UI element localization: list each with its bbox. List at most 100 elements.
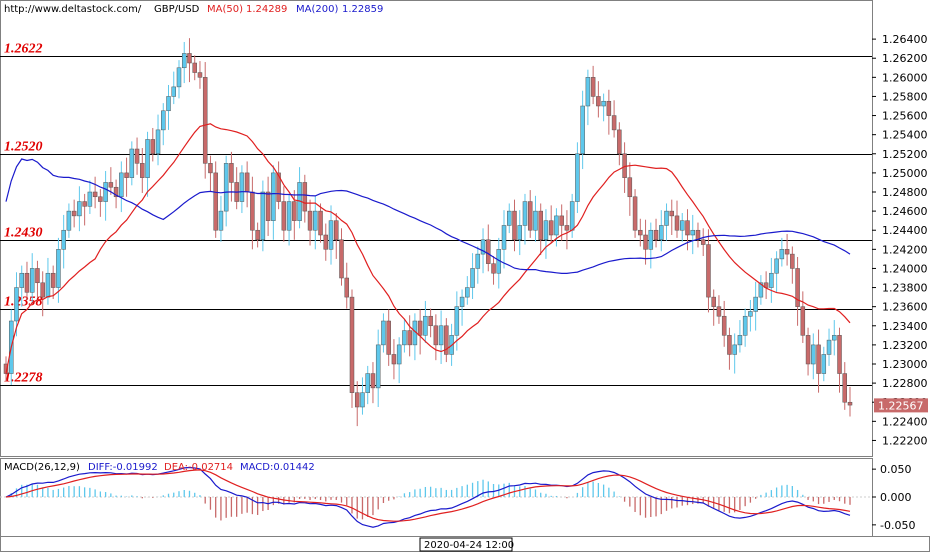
candle-body (679, 220, 685, 231)
candle-body (559, 215, 564, 226)
candle-body (774, 258, 779, 274)
candle-body (480, 239, 486, 255)
candle-body (103, 182, 108, 202)
candle-body (14, 287, 19, 322)
price-tick-label: 1.26400 (882, 33, 928, 46)
candle-body (465, 287, 470, 298)
candle-body (590, 77, 596, 97)
candle-body (98, 196, 103, 202)
candle-body (402, 330, 407, 346)
macd-axis: 0.050 0.000 -0.050 (872, 463, 915, 532)
candle-body (386, 320, 391, 355)
candle-body (360, 392, 365, 408)
candle-body (548, 220, 554, 236)
candle-body (611, 115, 617, 131)
candle-body (45, 272, 51, 298)
last-price-badge (874, 398, 928, 413)
price-tick-label: 1.25000 (882, 167, 928, 180)
price-panel-border (0, 0, 873, 457)
candle-body (475, 253, 481, 269)
candle-body (77, 201, 82, 217)
candle-body (638, 229, 643, 236)
candle-body (239, 172, 245, 202)
source-url: http://www.deltastock.com/ (4, 4, 142, 15)
ma200-label: MA(200) (296, 4, 339, 15)
candle-body (784, 249, 790, 255)
candle-body (721, 315, 727, 336)
candle-body (339, 239, 344, 279)
candle-body (700, 239, 706, 245)
candle-body (391, 354, 397, 365)
macd-value: MACD:0.01442 (240, 462, 315, 473)
candle-body (564, 225, 570, 231)
price-tick-label: 1.26000 (882, 71, 928, 84)
candle-body (24, 272, 30, 293)
support-resistance-levels: 1.2622 1.2520 1.2430 1.2358 1.2278 (0, 42, 872, 386)
macd-tick-label: 0.000 (880, 491, 912, 504)
candle-body (292, 201, 297, 221)
candle-body (627, 177, 633, 198)
candle-body (176, 67, 182, 88)
candle-body (512, 210, 517, 241)
candle-body (328, 220, 334, 250)
ma200-line (5, 158, 851, 274)
candle-body (181, 53, 187, 69)
symbol-label: GBP/USD (154, 4, 200, 15)
candle-body (664, 210, 669, 226)
price-tick-label: 1.22400 (882, 415, 928, 428)
price-tick-label: 1.23400 (882, 320, 928, 333)
candle-body (281, 201, 287, 231)
candle-body (119, 172, 124, 198)
candle-body (742, 315, 748, 336)
candle-body (134, 148, 140, 164)
candle-body (826, 339, 832, 355)
price-tick-label: 1.25400 (882, 129, 928, 142)
candle-body (737, 335, 743, 346)
time-axis: 2020-04-24 12:00 (419, 537, 514, 552)
candle-body (669, 210, 675, 217)
price-tick-label: 1.23800 (882, 282, 928, 295)
candle-body (223, 163, 229, 212)
candle-body (71, 210, 77, 217)
macd-diff: DIFF:-0.01992 (88, 462, 158, 473)
candle-body (706, 244, 711, 298)
candle-body (229, 163, 234, 183)
level-label: 1.2622 (4, 42, 43, 57)
candle-body (265, 191, 271, 221)
candle-body (428, 315, 433, 327)
candle-body (276, 172, 281, 202)
candle-body (82, 201, 87, 207)
candle-body (569, 201, 575, 231)
candle-body (711, 296, 716, 307)
candle-body (538, 210, 543, 241)
candle-body (381, 320, 386, 346)
candle-body (423, 315, 428, 336)
candle-body (61, 229, 66, 250)
last-price-label: 1.22567 (878, 399, 924, 412)
price-tick-label: 1.25800 (882, 90, 928, 103)
macd-dea-line (5, 469, 851, 522)
candle-body (396, 344, 402, 365)
price-tick-label: 1.23000 (882, 358, 928, 371)
candle-body (805, 335, 811, 365)
candle-body (842, 373, 848, 403)
candle-body (192, 62, 197, 73)
level-label: 1.2278 (4, 371, 43, 386)
candle-body (554, 215, 559, 236)
price-tick-label: 1.25200 (882, 148, 928, 161)
candle-body (800, 306, 806, 336)
candle-body (674, 215, 680, 231)
candle-body (187, 53, 192, 64)
price-tick-label: 1.23600 (882, 301, 928, 314)
candle-body (87, 191, 93, 207)
candle-body (454, 306, 460, 336)
candle-body (318, 210, 323, 236)
candle-body (653, 229, 659, 241)
candle-body (659, 225, 664, 241)
candle-body (417, 320, 423, 336)
candle-body (444, 325, 449, 355)
macd-tick-label: -0.050 (880, 519, 915, 532)
price-tick-label: 1.24800 (882, 186, 928, 199)
candle-body (459, 296, 465, 307)
